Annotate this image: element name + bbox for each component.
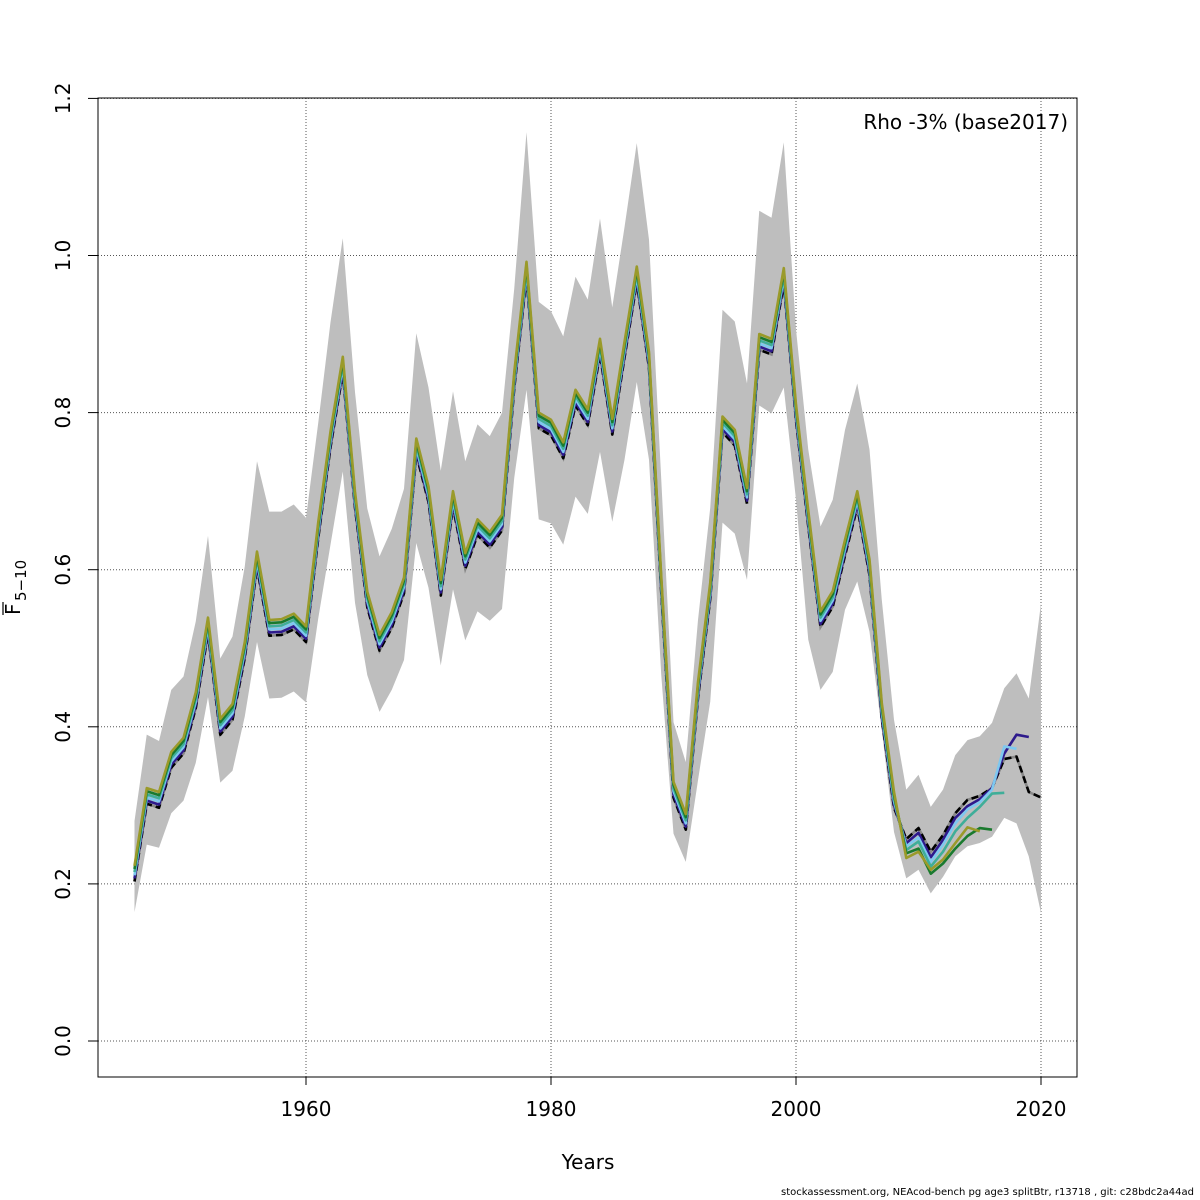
y-axis-title-main: F bbox=[1, 603, 25, 615]
x-tick-label: 2000 bbox=[771, 1097, 822, 1121]
chart-annotation: Rho -3% (base2017) bbox=[863, 110, 1068, 134]
series-line-5 bbox=[133, 260, 981, 872]
y-tick-label: 0.4 bbox=[51, 711, 75, 743]
y-axis-title: F 5−10 bbox=[1, 560, 30, 615]
y-tick-label: 0.0 bbox=[51, 1025, 75, 1057]
axes: 1960 1980 2000 2020 0.0 0.2 0.4 0.6 0.8 1.0 1.2 bbox=[51, 82, 1066, 1121]
y-tick-label: 0.2 bbox=[51, 868, 75, 900]
y-tick-label: 0.6 bbox=[51, 554, 75, 586]
y-tick-label: 1.2 bbox=[51, 82, 75, 114]
footer-credit: stockassessment.org, NEAcod-bench pg age… bbox=[781, 1187, 1194, 1198]
y-axis-title-subscript: 5−10 bbox=[12, 560, 30, 601]
x-tick-label: 1980 bbox=[526, 1097, 577, 1121]
series-layer bbox=[133, 260, 1042, 882]
confidence-band bbox=[134, 132, 1041, 913]
x-tick-label: 2020 bbox=[1016, 1097, 1067, 1121]
x-axis-title: Years bbox=[561, 1150, 615, 1174]
y-tick-label: 1.0 bbox=[51, 240, 75, 272]
y-tick-label: 0.8 bbox=[51, 397, 75, 429]
x-tick-label: 1960 bbox=[281, 1097, 332, 1121]
plot-frame bbox=[97, 97, 1078, 1078]
confidence-band-layer bbox=[134, 132, 1041, 913]
